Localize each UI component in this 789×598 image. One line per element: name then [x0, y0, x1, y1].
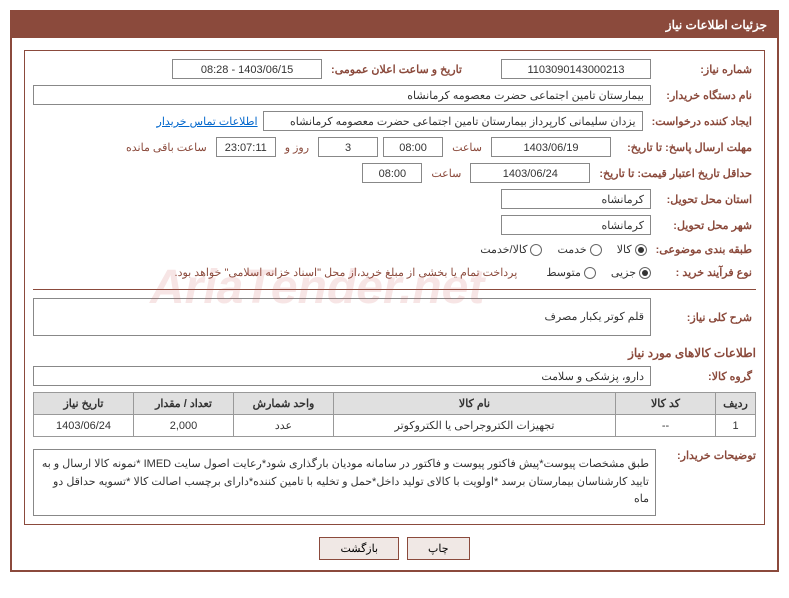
radio-medium-item[interactable]: متوسط [546, 266, 596, 279]
hour-label-1: ساعت [448, 141, 486, 154]
remaining-time: 23:07:11 [216, 137, 276, 157]
form-container: شماره نیاز: 1103090143000213 تاریخ و ساع… [24, 50, 765, 525]
request-creator-value: یزدان سلیمانی کارپرداز بیمارستان تامین ا… [263, 111, 643, 131]
th-name: نام کالا [334, 393, 616, 415]
delivery-province-label: استان محل تحویل: [656, 191, 756, 208]
goods-group-label: گروه کالا: [656, 368, 756, 385]
td-name: تجهیزات الکتروجراحی یا الکتروکوتر [334, 415, 616, 437]
radio-service-label: خدمت [557, 243, 586, 256]
delivery-city-value: کرمانشاه [501, 215, 651, 235]
th-quantity: تعداد / مقدار [134, 393, 234, 415]
panel-header: جزئیات اطلاعات نیاز [12, 12, 777, 38]
buyer-contact-link[interactable]: اطلاعات تماس خریدار [157, 115, 258, 128]
announce-date-value: 1403/06/15 - 08:28 [172, 59, 322, 79]
buyer-device-value: بیمارستان تامین اجتماعی حضرت معصومه کرما… [33, 85, 651, 105]
process-note: پرداخت تمام یا بخشی از مبلغ خرید،از محل … [171, 266, 522, 279]
subject-radio-group: کالا خدمت کالا/خدمت [480, 243, 646, 256]
main-panel: جزئیات اطلاعات نیاز شماره نیاز: 11030901… [10, 10, 779, 572]
radio-goods-icon [635, 244, 647, 256]
days-value: 3 [318, 137, 378, 157]
radio-minor-item[interactable]: جزیی [611, 266, 651, 279]
response-date-value: 1403/06/19 [491, 137, 611, 157]
announce-date-label: تاریخ و ساعت اعلان عمومی: [327, 61, 466, 78]
buyer-notes-value: طبق مشخصات پیوست*پیش فاکتور پیوست و فاکت… [33, 449, 656, 516]
delivery-province-value: کرمانشاه [501, 189, 651, 209]
hour-label-2: ساعت [427, 167, 465, 180]
request-creator-label: ایجاد کننده درخواست: [648, 113, 756, 130]
radio-medium-label: متوسط [546, 266, 581, 279]
th-unit: واحد شمارش [234, 393, 334, 415]
goods-table: ردیف کد کالا نام کالا واحد شمارش تعداد /… [33, 392, 756, 437]
delivery-city-label: شهر محل تحویل: [656, 217, 756, 234]
price-validity-label: حداقل تاریخ اعتبار قیمت: تا تاریخ: [595, 165, 756, 182]
price-validity-date: 1403/06/24 [470, 163, 590, 183]
radio-goods-service-icon [530, 244, 542, 256]
radio-minor-label: جزیی [611, 266, 636, 279]
print-button[interactable]: چاپ [407, 537, 470, 560]
radio-minor-icon [639, 267, 651, 279]
radio-medium-icon [584, 267, 596, 279]
radio-goods-service-label: کالا/خدمت [480, 243, 527, 256]
need-number-value: 1103090143000213 [501, 59, 651, 79]
radio-service-icon [590, 244, 602, 256]
purchase-process-label: نوع فرآیند خرید : [656, 264, 756, 281]
goods-group-value: دارو، پزشکی و سلامت [33, 366, 651, 386]
th-code: کد کالا [616, 393, 716, 415]
need-number-label: شماره نیاز: [656, 61, 756, 78]
process-radio-group: جزیی متوسط [546, 266, 651, 279]
td-code: -- [616, 415, 716, 437]
radio-goods-label: کالا [617, 243, 632, 256]
td-row: 1 [716, 415, 756, 437]
td-need-date: 1403/06/24 [34, 415, 134, 437]
back-button[interactable]: بازگشت [319, 537, 399, 560]
radio-goods-service-item[interactable]: کالا/خدمت [480, 243, 542, 256]
general-description-value: قلم کوتر یکبار مصرف [33, 298, 651, 336]
td-unit: عدد [234, 415, 334, 437]
th-need-date: تاریخ نیاز [34, 393, 134, 415]
radio-goods-item[interactable]: کالا [617, 243, 647, 256]
buyer-notes-label: توضیحات خریدار: [656, 443, 756, 516]
remaining-text: ساعت باقی مانده [122, 141, 211, 154]
price-validity-hour: 08:00 [362, 163, 422, 183]
response-deadline-label: مهلت ارسال پاسخ: تا تاریخ: [616, 139, 756, 156]
th-row: ردیف [716, 393, 756, 415]
buyer-device-label: نام دستگاه خریدار: [656, 87, 756, 104]
radio-service-item[interactable]: خدمت [557, 243, 601, 256]
response-hour-value: 08:00 [383, 137, 443, 157]
table-row: 1 -- تجهیزات الکتروجراحی یا الکتروکوتر ع… [34, 415, 756, 437]
subject-category-label: طبقه بندی موضوعی: [652, 241, 756, 258]
days-and-text: روز و [281, 141, 313, 154]
goods-info-title: اطلاعات کالاهای مورد نیاز [33, 346, 756, 360]
td-quantity: 2,000 [134, 415, 234, 437]
general-description-label: شرح کلی نیاز: [656, 309, 756, 326]
